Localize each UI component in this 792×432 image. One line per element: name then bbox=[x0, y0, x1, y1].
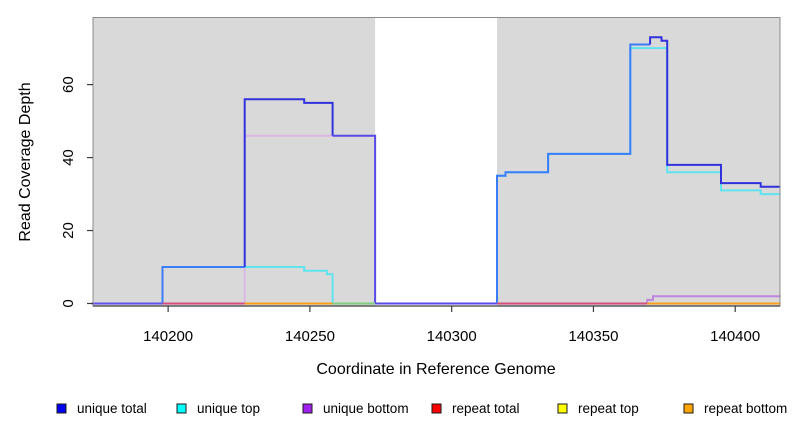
x-axis-title: Coordinate in Reference Genome bbox=[316, 361, 555, 378]
legend-swatch-repeat-total bbox=[431, 403, 442, 414]
frame-layer bbox=[92, 17, 781, 307]
series-total-violet-mid-line bbox=[332, 134, 497, 305]
legend-swatch-repeat-bottom bbox=[683, 403, 694, 414]
y-axis-title: Read Coverage Depth bbox=[17, 82, 34, 241]
panel-right bbox=[497, 17, 780, 306]
series-layer bbox=[91, 36, 781, 305]
legend-label-unique-bottom: unique bottom bbox=[323, 401, 409, 416]
legend-label-repeat-total: repeat total bbox=[452, 401, 520, 416]
legend-label-unique-total: unique total bbox=[77, 401, 147, 416]
y-tick-label: 40 bbox=[60, 149, 77, 166]
legend-swatch-repeat-top bbox=[557, 403, 568, 414]
legend: unique total unique top unique bottom repea… bbox=[56, 401, 787, 416]
series-unique-bottom-right-line bbox=[646, 295, 781, 304]
panel-layer bbox=[93, 17, 780, 306]
legend-swatch-unique-total bbox=[56, 403, 67, 414]
legend-label-repeat-bottom: repeat bottom bbox=[704, 401, 787, 416]
series-total-royal-peak-line bbox=[649, 36, 781, 188]
y-tick-label: 20 bbox=[60, 222, 77, 239]
x-tick-label: 140400 bbox=[710, 328, 760, 345]
y-tick-label: 0 bbox=[60, 299, 77, 307]
x-tick-label: 140300 bbox=[427, 328, 477, 345]
legend-swatch-unique-bottom bbox=[302, 403, 313, 414]
legend-label-repeat-top: repeat top bbox=[578, 401, 639, 416]
y-tick-label: 60 bbox=[60, 76, 77, 93]
series-total-bright-right-line bbox=[496, 43, 651, 304]
series-total-bright-left-line bbox=[161, 266, 245, 304]
panel-left bbox=[93, 17, 376, 306]
series-total-royal-block-line bbox=[243, 98, 334, 267]
x-tick-label: 140350 bbox=[568, 328, 618, 345]
x-tick-label: 140200 bbox=[143, 328, 193, 345]
tick-layer: 140200 140250 140300 140350 140400 0 20 40 60 bbox=[60, 76, 760, 345]
legend-swatch-unique-top bbox=[176, 403, 187, 414]
legend-label-unique-top: unique top bbox=[197, 401, 260, 416]
x-tick-label: 140250 bbox=[285, 328, 335, 345]
